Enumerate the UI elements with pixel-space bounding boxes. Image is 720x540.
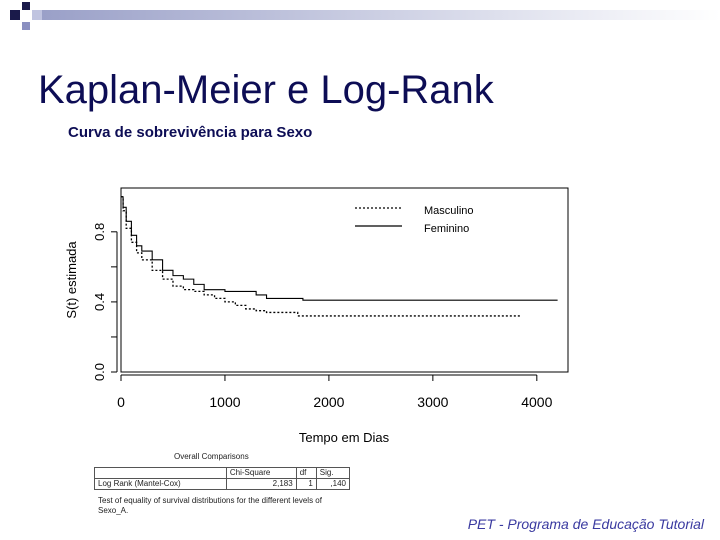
table-row: Log Rank (Mantel-Cox) 2,183 1 ,140	[94, 478, 351, 490]
slide-title: Kaplan-Meier e Log-Rank	[38, 68, 494, 112]
chart-subtitle: Curva de sobrevivência para Sexo	[68, 124, 313, 141]
legend-label-feminino: Feminino	[424, 223, 469, 235]
series-line-feminino	[121, 196, 558, 301]
table-header-cell: df	[295, 467, 317, 479]
table-header-row: Chi-Square df Sig.	[94, 467, 351, 479]
y-tick-label: 0.0	[92, 363, 107, 381]
y-axis-label: S(t) estimada	[64, 241, 79, 319]
x-axis-label: Tempo em Dias	[299, 430, 390, 445]
table-cell: ,140	[315, 478, 351, 490]
table-cell: 2,183	[225, 478, 297, 490]
x-tick-label: 0	[117, 394, 125, 410]
stats-caption: Overall Comparisons	[174, 452, 249, 461]
x-tick-label: 4000	[521, 394, 552, 410]
table-cell: Log Rank (Mantel-Cox)	[94, 478, 227, 490]
stats-table-panel: Overall Comparisons Chi-Square df Sig. L…	[94, 452, 354, 522]
table-header-cell: Sig.	[315, 467, 351, 479]
corner-decoration	[10, 2, 720, 30]
x-tick-label: 1000	[209, 394, 240, 410]
stats-table: Chi-Square df Sig. Log Rank (Mantel-Cox)…	[94, 467, 351, 490]
legend-label-masculino: Masculino	[424, 205, 474, 217]
y-tick-label: 0.8	[92, 223, 107, 241]
plot-frame	[120, 187, 569, 373]
stats-note: Test of equality of survival distributio…	[98, 496, 322, 515]
x-tick-label: 2000	[313, 394, 344, 410]
x-tick-label: 3000	[417, 394, 448, 410]
table-cell: 1	[295, 478, 317, 490]
table-header-cell: Chi-Square	[225, 467, 297, 479]
footer-text: PET - Programa de Educação Tutorial	[467, 516, 704, 532]
series-line-masculino	[121, 196, 521, 317]
table-header-cell	[94, 467, 227, 479]
y-tick-label: 0.4	[92, 293, 107, 311]
